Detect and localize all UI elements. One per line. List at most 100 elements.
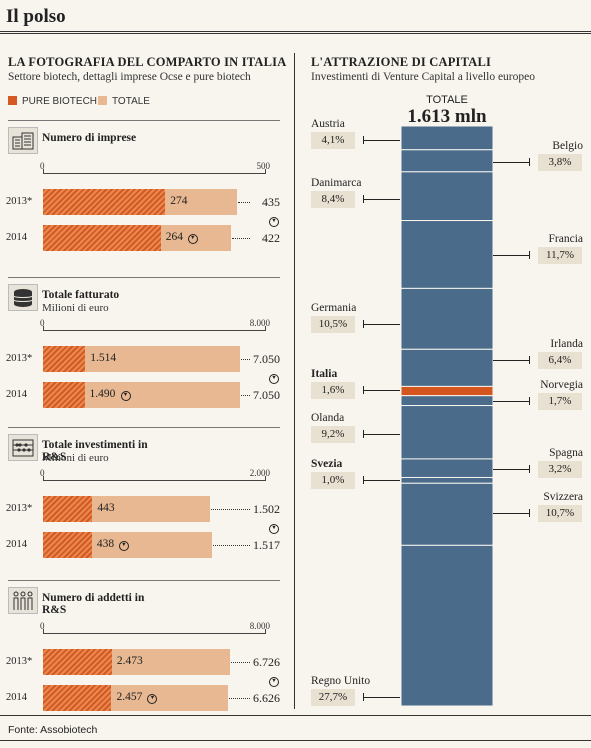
decrease-icon [269,217,279,227]
legend-pure-label: PURE BIOTECH [22,96,98,107]
segment-irlanda [400,348,494,387]
right-section-subtitle: Investimenti di Venture Capital a livell… [311,71,535,83]
panel-title: Totale investimenti in R&S [42,439,148,463]
country-irlanda: Irlanda [550,338,583,350]
pct-belgio: 3,8% [538,154,582,171]
pure-value-label: 274 [170,195,188,207]
country-belgio: Belgio [552,140,583,152]
pure-value-label: 2.457 [116,691,143,703]
decrease-icon [118,541,129,551]
pct-danimarca: 8,4% [311,191,355,208]
connector-end [529,158,530,166]
leader-line [238,202,250,203]
country-norvegia: Norvegia [540,379,583,391]
legend-total-label: TOTALE [112,96,150,107]
connector-norvegia [493,401,529,402]
pure-value-label: 1.490 [89,388,116,400]
pct-norvegia: 1,7% [538,393,582,410]
tick-label: 2.000 [249,468,270,478]
panel-rule [8,277,280,278]
connector-end [363,476,364,484]
year-label: 2013* [6,503,33,514]
segment-germania [400,287,494,350]
decrease-icon [187,234,198,244]
country-spagna: Spagna [549,447,583,459]
pure-bar [43,382,85,408]
axis-line [43,480,266,481]
segment-norvegia [400,395,494,407]
pure-value-label: 443 [97,502,115,514]
segment-belgio [400,149,494,173]
segment-olanda [400,405,494,460]
segment-italia [400,385,494,397]
leader-line [232,238,250,239]
people-icon [8,587,38,614]
decrease-icon [269,677,279,687]
source-note: Fonte: Assobiotech [8,724,98,736]
segment-francia [400,220,494,289]
total-value-label: 6.726 [253,655,280,669]
left-section-title: LA FOTOGRAFIA DEL COMPARTO IN ITALIA [8,55,287,69]
tick-label: 500 [256,161,271,171]
pct-svezia: 1,0% [311,472,355,489]
leader-line [240,359,250,360]
year-label: 2014 [6,692,27,703]
pct-spagna: 3,2% [538,461,582,478]
year-label: 2013* [6,656,33,667]
pct-irlanda: 6,4% [538,352,582,369]
country-danimarca: Danimarca [311,177,362,189]
pct-regno-unito: 27,7% [311,689,355,706]
year-label: 2014 [6,539,27,550]
connector-end [363,693,364,701]
axis-tick [265,476,266,481]
total-value-label: 6.626 [253,691,280,705]
pure-value-label: 264 [165,231,183,243]
connector-olanda [363,434,400,435]
connector-end [529,465,530,473]
axis-tick [43,476,44,481]
pct-italia: 1,6% [311,382,355,399]
pct-francia: 11,7% [538,247,582,264]
connector-end [363,320,364,328]
connector-irlanda [493,360,529,361]
tick-label: 0 [40,318,45,328]
axis-tick [265,326,266,331]
connector-italia [363,390,400,391]
pct-germania: 10,5% [311,316,355,333]
segment-danimarca [400,171,494,222]
pure-value-label: 438 [96,538,115,550]
axis-line [43,330,266,331]
year-label: 2014 [6,232,27,243]
segment-regno-unito [400,544,494,707]
building-icon [8,127,38,154]
total-value-label: 1.502 [253,502,280,516]
connector-svezia [363,480,400,481]
legend-pure: PURE BIOTECH [8,96,97,107]
legend-total: TOTALE [98,96,150,107]
connector-end [363,195,364,203]
country-francia: Francia [548,233,583,245]
pure-value-label: 2.473 [116,655,143,667]
panel-subtitle: Milioni di euro [42,452,109,464]
decrease-icon [269,524,279,534]
connector-austria [363,140,400,141]
total-value: 1.613 mln [407,106,487,127]
connector-danimarca [363,199,400,200]
panel-title: Numero di imprese [42,132,137,144]
year-label: 2014 [6,389,27,400]
connector-end [363,386,364,394]
footer-rule-2 [0,740,591,741]
panel-title: Numero di addetti in R&S [42,592,145,616]
connector-end [529,356,530,364]
total-value-label: 422 [262,231,280,245]
axis-tick [43,326,44,331]
connector-end [529,251,530,259]
pct-olanda: 9,2% [311,426,355,443]
segment-spagna [400,458,494,478]
leader-line [228,698,250,699]
connector-spagna [493,469,529,470]
axis-line [43,633,266,634]
column-divider [294,53,295,709]
panel-title: Totale fatturato [42,289,120,301]
panel-rule [8,120,280,121]
